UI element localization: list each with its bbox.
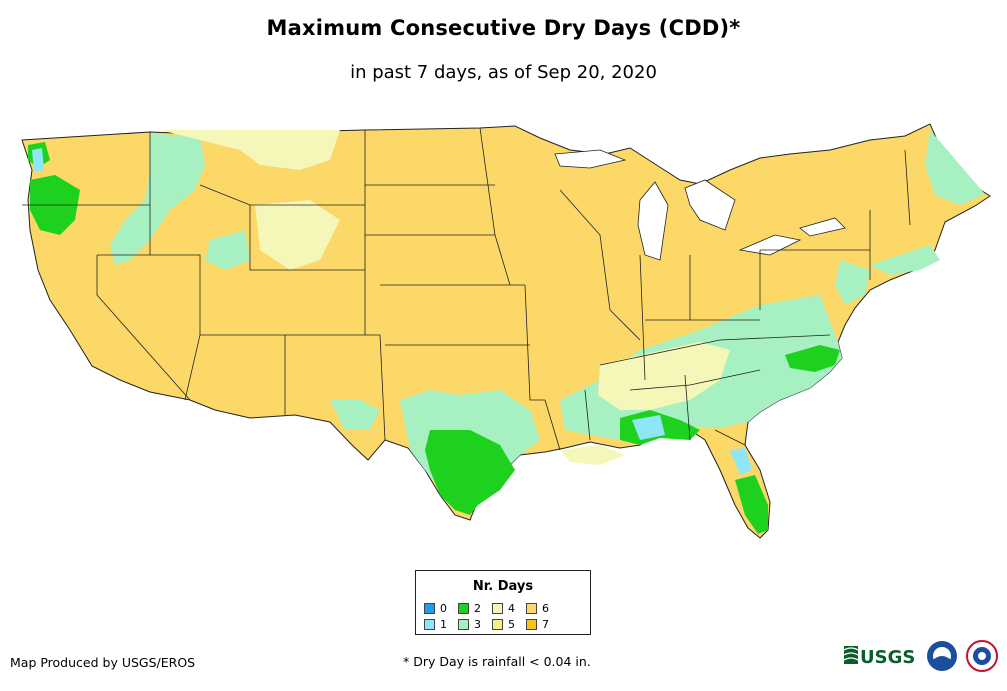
state-borders (22, 127, 911, 451)
agency-logos: USGS (842, 638, 1002, 678)
legend-item-4: 4 (492, 602, 515, 615)
great-lakes (554, 149, 846, 261)
legend-swatch (424, 619, 435, 630)
legend-item-2: 2 (458, 602, 481, 615)
legend-swatch (526, 619, 537, 630)
legend-item-0: 0 (424, 602, 447, 615)
legend-item-1: 1 (424, 618, 447, 631)
legend-label: 4 (508, 602, 515, 615)
usgs-logo: USGS (843, 646, 915, 668)
logos-svg: USGS (843, 640, 998, 672)
map-credit: Map Produced by USGS/EROS (10, 655, 196, 670)
legend-label: 1 (440, 618, 447, 631)
legend-swatch (492, 603, 503, 614)
legend-swatch (424, 603, 435, 614)
map-subtitle: in past 7 days, as of Sep 20, 2020 (350, 62, 657, 83)
legend-label: 0 (440, 602, 447, 615)
zone-1-days (32, 148, 752, 475)
legend-swatch (458, 619, 469, 630)
legend-item-7: 7 (526, 618, 549, 631)
legend-swatch (492, 619, 503, 630)
legend-label: 7 (542, 618, 549, 631)
legend-label: 3 (474, 618, 481, 631)
usgs-logo-text: USGS (860, 647, 915, 668)
zone-4-days (560, 342, 730, 465)
legend-label: 5 (508, 618, 515, 631)
legend-swatch (526, 603, 537, 614)
us-cdd-map (0, 110, 1007, 560)
map-title: Maximum Consecutive Dry Days (CDD)* (266, 16, 741, 40)
map-svg (21, 123, 991, 539)
legend-item-5: 5 (492, 618, 515, 631)
legend-label: 2 (474, 602, 481, 615)
legend-item-3: 3 (458, 618, 481, 631)
legend-box: Nr. Days 0 1 2 3 4 5 6 7 (415, 570, 591, 635)
legend-swatch (458, 603, 469, 614)
noaa-logo (927, 641, 957, 671)
dry-day-footnote: * Dry Day is rainfall < 0.04 in. (403, 654, 591, 669)
nws-logo (966, 640, 998, 672)
legend-label: 6 (542, 602, 549, 615)
legend-item-6: 6 (526, 602, 549, 615)
legend-title: Nr. Days (472, 579, 534, 594)
